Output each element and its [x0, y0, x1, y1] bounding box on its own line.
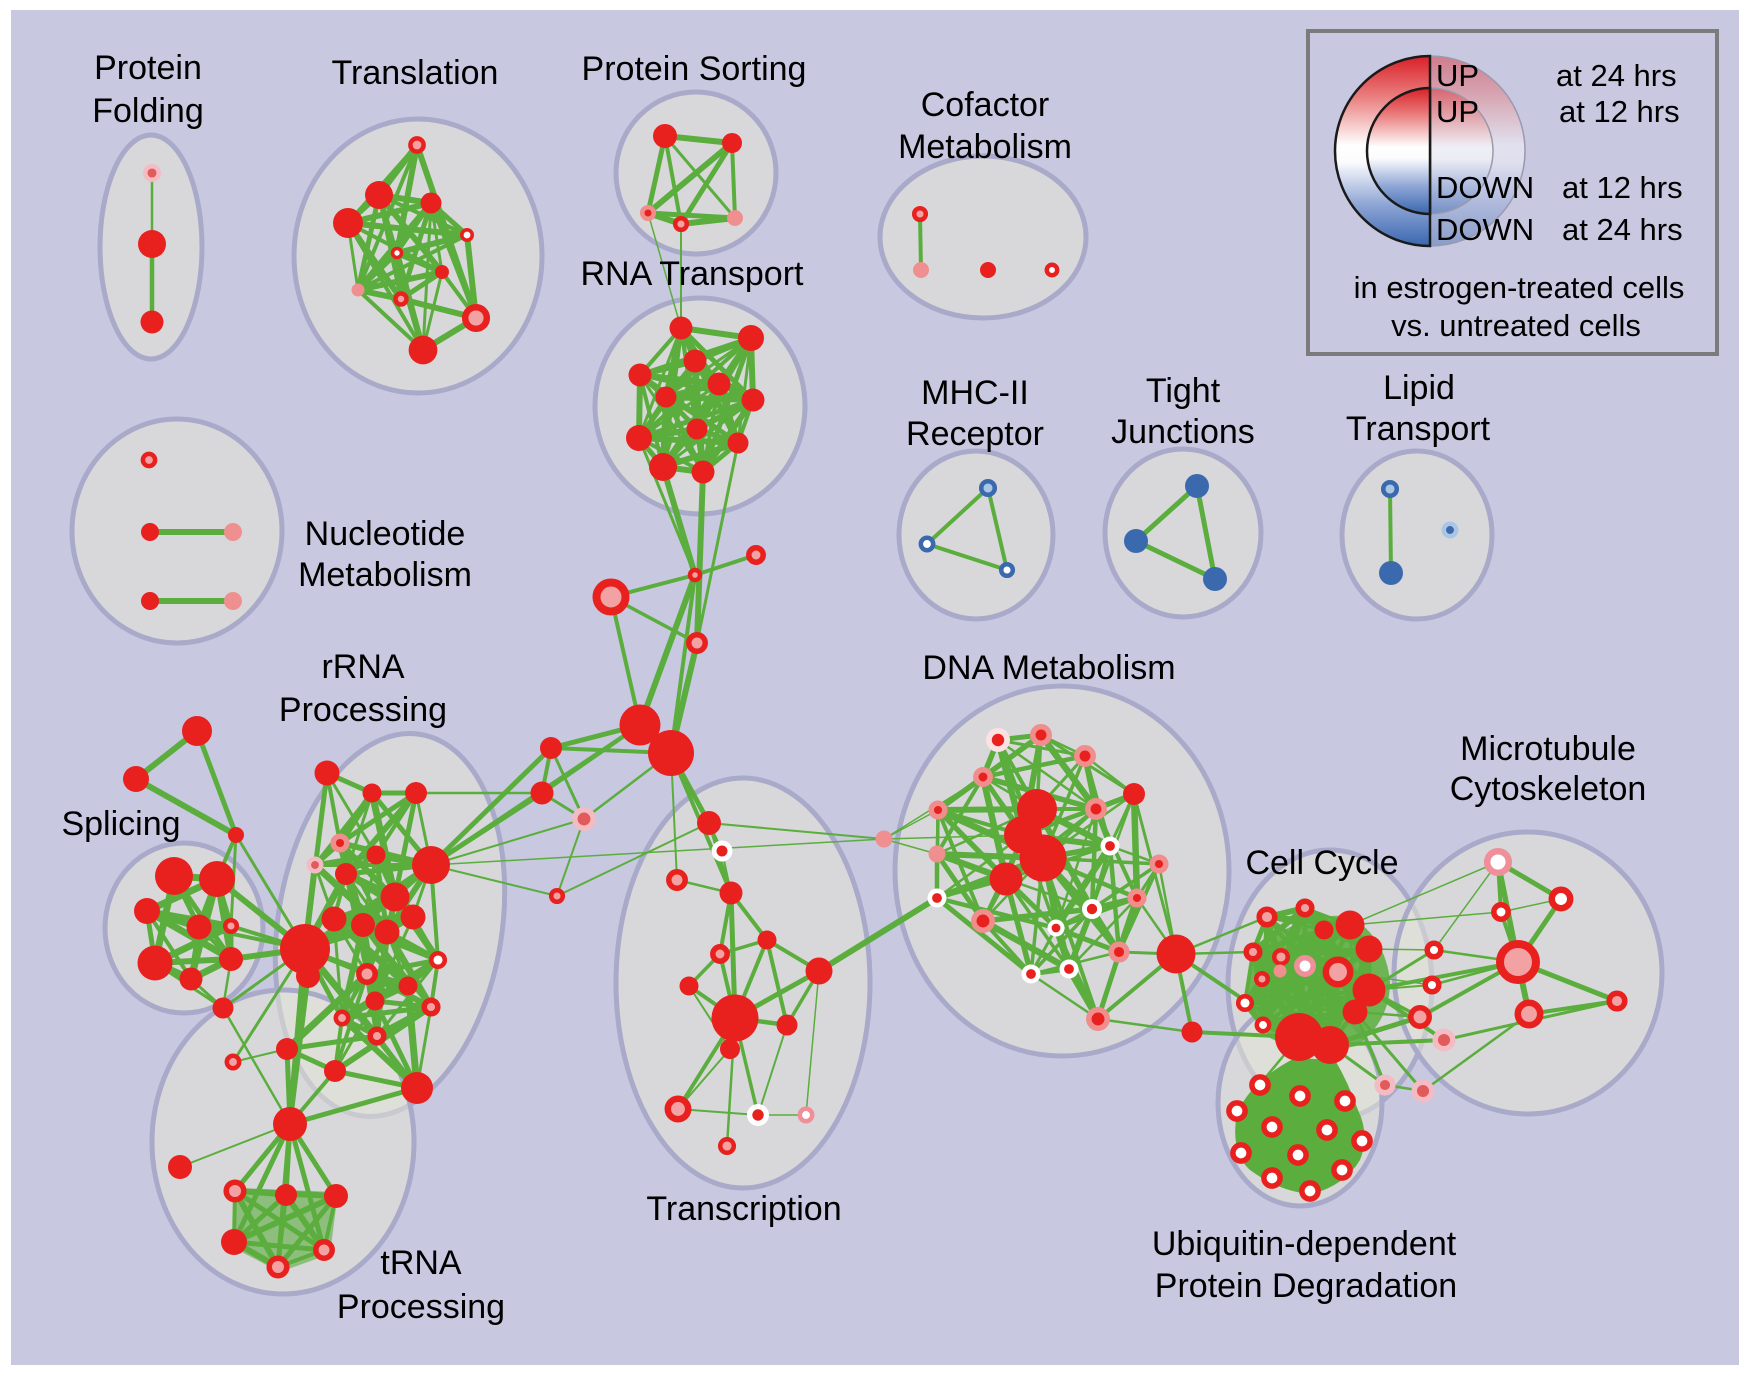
svg-text:vs. untreated cells: vs. untreated cells	[1391, 308, 1641, 343]
svg-text:at 12 hrs: at 12 hrs	[1562, 170, 1683, 205]
svg-text:Splicing: Splicing	[61, 805, 180, 843]
svg-text:DNA Metabolism: DNA Metabolism	[922, 649, 1175, 687]
svg-text:Cytoskeleton: Cytoskeleton	[1450, 770, 1647, 808]
svg-text:at 12 hrs: at 12 hrs	[1559, 94, 1680, 129]
svg-text:Microtubule: Microtubule	[1460, 730, 1636, 768]
svg-text:RNA Transport: RNA Transport	[581, 255, 805, 293]
svg-text:Metabolism: Metabolism	[298, 556, 472, 594]
svg-text:DOWN: DOWN	[1436, 170, 1534, 205]
svg-text:Ubiquitin-dependent: Ubiquitin-dependent	[1152, 1225, 1457, 1263]
svg-text:at 24 hrs: at 24 hrs	[1556, 58, 1677, 93]
svg-text:Protein Sorting: Protein Sorting	[582, 50, 807, 88]
svg-text:in estrogen-treated cells: in estrogen-treated cells	[1354, 270, 1685, 305]
svg-text:Transport: Transport	[1346, 410, 1491, 448]
svg-text:Processing: Processing	[337, 1288, 505, 1326]
svg-text:tRNA: tRNA	[380, 1244, 462, 1282]
svg-text:UP: UP	[1436, 58, 1479, 93]
svg-text:Nucleotide: Nucleotide	[305, 515, 466, 553]
svg-text:Metabolism: Metabolism	[898, 128, 1072, 166]
svg-text:Folding: Folding	[92, 92, 204, 130]
svg-text:MHC-II: MHC-II	[921, 374, 1029, 412]
svg-text:Protein: Protein	[94, 49, 202, 87]
svg-text:Translation: Translation	[332, 54, 499, 92]
svg-text:Processing: Processing	[279, 691, 447, 729]
svg-text:Lipid: Lipid	[1383, 369, 1455, 407]
svg-text:Receptor: Receptor	[906, 415, 1044, 453]
svg-text:Cofactor: Cofactor	[921, 86, 1050, 124]
svg-text:UP: UP	[1436, 94, 1479, 129]
svg-text:Transcription: Transcription	[646, 1190, 841, 1228]
svg-text:Junctions: Junctions	[1111, 413, 1255, 451]
svg-text:rRNA: rRNA	[321, 648, 404, 686]
svg-text:Tight: Tight	[1146, 372, 1221, 410]
svg-text:DOWN: DOWN	[1436, 212, 1534, 247]
svg-text:Protein Degradation: Protein Degradation	[1155, 1267, 1457, 1305]
svg-text:at 24 hrs: at 24 hrs	[1562, 212, 1683, 247]
svg-text:Cell Cycle: Cell Cycle	[1245, 844, 1398, 882]
